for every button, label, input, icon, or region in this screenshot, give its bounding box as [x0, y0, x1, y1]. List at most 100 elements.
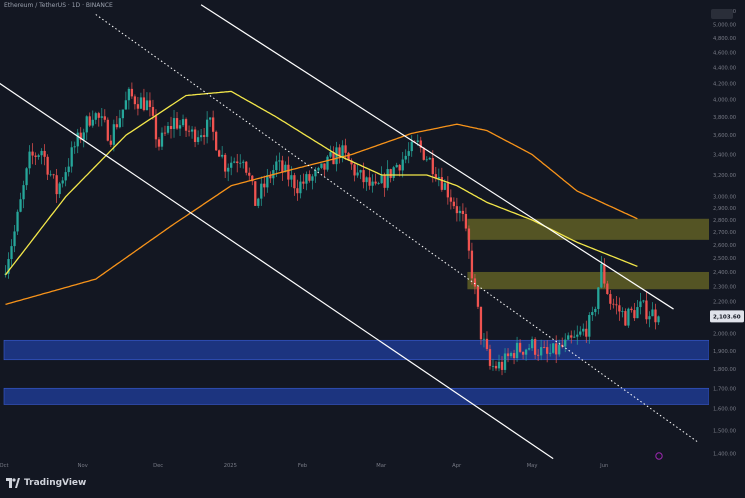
candle-body — [585, 328, 588, 337]
candle-body — [371, 181, 374, 186]
candle-body — [398, 164, 401, 171]
price-tick-label: 2,700.00 — [713, 230, 736, 236]
candle-body — [344, 145, 347, 153]
candle-body — [166, 126, 170, 133]
candle-body — [215, 131, 218, 151]
candle-body — [172, 118, 176, 129]
time-tick-label: Mar — [376, 463, 387, 469]
candle-body — [350, 160, 353, 165]
candle-body — [576, 334, 579, 337]
candle-body — [455, 206, 459, 214]
price-tick-label: 2,600.00 — [713, 243, 736, 249]
candle-body — [49, 174, 52, 176]
candle-body — [293, 175, 296, 189]
candle-body — [479, 306, 483, 340]
candle-body — [497, 361, 501, 369]
candle-body — [600, 263, 603, 288]
candle-body — [428, 157, 431, 160]
candle-body — [404, 155, 407, 160]
candle-body — [591, 312, 594, 316]
candle-body — [419, 140, 422, 148]
candle-body — [533, 339, 537, 355]
candle-body — [109, 140, 112, 145]
candle-body — [10, 246, 13, 260]
candle-body — [443, 183, 446, 190]
candle-body — [555, 343, 558, 355]
channel-line-dotted-2 — [95, 14, 698, 443]
candle-body — [205, 119, 209, 137]
time-tick-label: Jun — [599, 463, 608, 469]
candle-body — [377, 183, 380, 185]
candle-body — [401, 159, 404, 171]
candle-body — [416, 140, 419, 142]
zone-yellow-1 — [467, 271, 709, 290]
candle-body — [254, 181, 257, 206]
candle-body — [94, 113, 97, 120]
candle-body — [79, 132, 82, 140]
candle-body — [91, 119, 94, 126]
candle-body — [64, 172, 67, 181]
candle-body — [356, 172, 359, 176]
candle-body — [506, 353, 510, 357]
candle-body — [524, 349, 528, 355]
candle-body — [169, 126, 173, 129]
price-axis-panel[interactable] — [709, 0, 745, 472]
candle-body — [552, 343, 555, 353]
candle-body — [543, 347, 546, 348]
candle-body — [515, 342, 519, 359]
symbol-header: Ethereum / TetherUS · 1D · BINANCE — [4, 2, 113, 9]
candle-body — [503, 353, 507, 370]
price-tick-label: 2,900.00 — [713, 206, 736, 212]
candle-body — [139, 97, 143, 109]
candle-body — [558, 344, 561, 355]
candle-body — [549, 352, 552, 354]
candle-body — [305, 174, 308, 184]
candles-layer — [4, 82, 660, 376]
candle-body — [248, 172, 251, 176]
chart-extras — [655, 9, 733, 460]
candle-body — [58, 183, 61, 195]
candle-body — [335, 147, 338, 165]
candle-body — [645, 300, 648, 320]
candle-body — [230, 162, 233, 168]
candle-body — [338, 147, 341, 157]
candle-body — [181, 119, 185, 126]
candle-body — [127, 88, 131, 101]
candle-body — [606, 283, 609, 295]
candle-body — [518, 342, 522, 352]
candle-body — [25, 168, 28, 186]
candle-body — [16, 211, 19, 232]
candle-body — [636, 307, 639, 319]
candle-body — [245, 161, 248, 173]
candle-body — [281, 160, 284, 172]
candle-body — [227, 167, 230, 172]
candle-body — [61, 180, 64, 184]
candle-body — [452, 201, 456, 207]
candle-body — [31, 151, 34, 156]
candle-body — [160, 132, 164, 147]
moving-averages-layer — [4, 90, 638, 306]
price-tick-label: 2,400.00 — [713, 270, 736, 276]
candle-body — [527, 348, 531, 350]
candle-body — [467, 228, 471, 251]
price-tick-label: 1,700.00 — [713, 386, 736, 392]
candle-body — [395, 164, 398, 168]
candle-body — [657, 316, 660, 323]
candle-body — [260, 183, 263, 199]
candle-body — [311, 176, 314, 181]
candle-body — [476, 286, 480, 307]
price-tick-label: 2,200.00 — [713, 299, 736, 305]
candle-body — [446, 183, 449, 198]
price-tick-label: 5,000.00 — [713, 22, 736, 28]
channel-lines-layer — [0, 4, 698, 460]
zone-blue-2 — [3, 339, 710, 361]
candle-body — [392, 167, 395, 178]
tradingview-logo-icon — [6, 478, 20, 488]
candle-body — [326, 156, 329, 170]
candle-body — [482, 338, 486, 340]
candle-body — [208, 117, 212, 120]
time-tick-label: Apr — [452, 463, 462, 469]
